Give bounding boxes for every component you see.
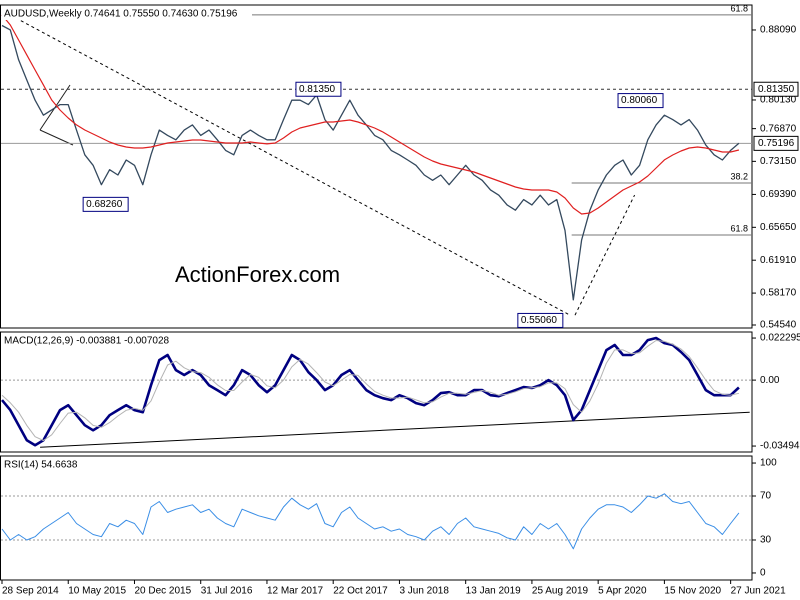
panel-title: RSI(14) 54.6638 [4, 460, 78, 471]
title-bg [2, 334, 172, 347]
y-tick-label: 70 [760, 491, 772, 502]
series-line [0, 336, 740, 447]
fib-label: 61.8 [730, 3, 748, 13]
y-tick-label: 0.69390 [760, 189, 797, 200]
y-tick-label: 0.73150 [760, 156, 797, 167]
panel-title: MACD(12,26,9) -0.003881 -0.007028 [4, 336, 170, 347]
price-label: 0.81350 [758, 84, 795, 95]
x-tick-label: 20 Dec 2015 [134, 586, 191, 597]
callout-label: 0.55060 [521, 315, 558, 326]
x-tick-label: 27 Jun 2021 [731, 586, 786, 597]
x-tick-label: 10 May 2015 [68, 586, 126, 597]
y-tick-label: 0.80130 [760, 95, 797, 106]
watermark: ActionForex.com [175, 262, 340, 287]
x-tick-label: 13 Jan 2019 [466, 586, 521, 597]
price-label-box [753, 135, 799, 151]
series-line [1, 340, 740, 441]
callout-box [82, 196, 129, 212]
panel-border [0, 455, 753, 581]
fib-label: 61.8 [730, 223, 748, 233]
series-line [1, 24, 740, 301]
x-tick-label: 31 Jul 2016 [201, 586, 253, 597]
pattern-line [39, 129, 74, 146]
trend-line [40, 411, 750, 448]
panel-border [0, 331, 753, 453]
callout-label: 0.68260 [86, 199, 123, 210]
x-tick-label: 3 Jun 2018 [399, 586, 449, 597]
series-line [1, 14, 740, 215]
y-tick-label: 0.61910 [760, 255, 797, 266]
callout-label: 0.81350 [299, 84, 336, 95]
y-tick-label: 0 [760, 568, 766, 579]
trend-line [10, 14, 571, 316]
y-tick-label: 0.00 [760, 375, 780, 386]
panel-border [0, 4, 753, 329]
y-tick-label: 100 [760, 458, 777, 469]
x-tick-label: 25 Aug 2019 [532, 586, 589, 597]
title-bg [2, 458, 172, 471]
callout-label: 0.80060 [621, 95, 658, 106]
title-bg [2, 7, 252, 20]
y-tick-label: 0.88090 [760, 25, 797, 36]
y-tick-label: -0.034948 [760, 441, 800, 452]
x-tick-label: 28 Sep 2014 [2, 586, 59, 597]
y-tick-label: 0.58170 [760, 288, 797, 299]
price-label: 0.75196 [758, 138, 795, 149]
x-tick-label: 22 Oct 2017 [333, 586, 388, 597]
panel-title: AUDUSD,Weekly 0.74641 0.75550 0.74630 0.… [4, 9, 238, 20]
y-tick-label: 0.54540 [760, 320, 797, 331]
callout-box [517, 312, 564, 328]
y-tick-label: 0.76870 [760, 123, 797, 134]
x-tick-label: 15 Nov 2020 [664, 586, 721, 597]
x-tick-label: 5 Apr 2020 [598, 586, 647, 597]
y-tick-label: 0.022295 [760, 333, 800, 344]
y-tick-label: 30 [760, 535, 772, 546]
y-tick-label: 0.65650 [760, 222, 797, 233]
callout-box [295, 81, 342, 97]
callout-box [617, 93, 664, 109]
trend-line [574, 194, 636, 316]
x-tick-label: 12 Mar 2017 [267, 586, 324, 597]
price-label-box [753, 81, 799, 97]
series-line [1, 493, 740, 550]
fib-label: 38.2 [730, 171, 748, 181]
